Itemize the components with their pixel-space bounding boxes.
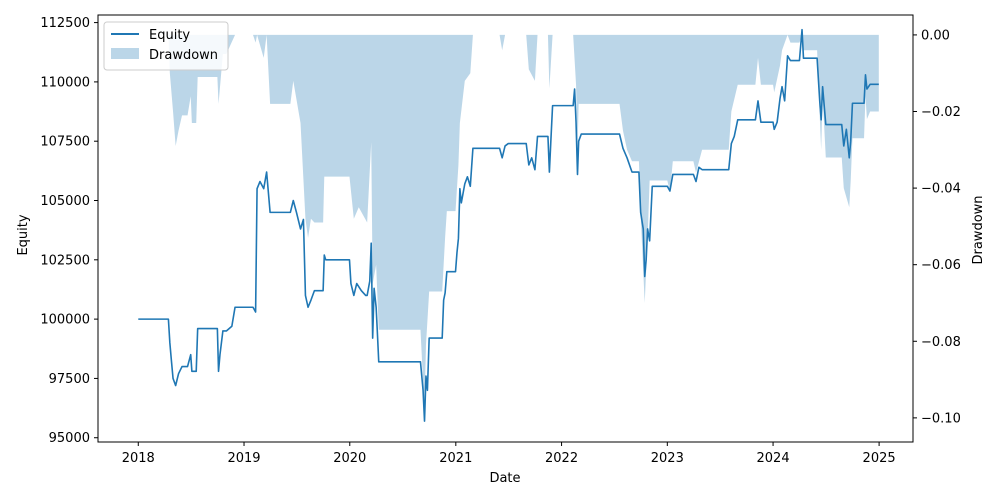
equity-line-series — [138, 28, 879, 422]
right-y-tick-label: −0.02 — [921, 105, 961, 120]
legend: Equity Drawdown — [103, 21, 229, 71]
left-y-tick-label: 112500 — [40, 16, 90, 31]
x-tick-label: 2022 — [545, 451, 578, 466]
x-tick-label: 2025 — [863, 451, 896, 466]
right-y-tick-label: −0.04 — [921, 182, 961, 197]
left-y-tick-label: 110000 — [40, 75, 90, 90]
left-y-tick-label: 102500 — [40, 253, 90, 268]
left-y-tick-label: 97500 — [49, 372, 90, 387]
left-y-tick-label: 107500 — [40, 135, 90, 150]
plot-frame — [97, 14, 914, 443]
x-tick-label: 2019 — [227, 451, 260, 466]
x-tick-label: 2021 — [439, 451, 472, 466]
right-y-tick-label: −0.06 — [921, 258, 961, 273]
right-y-axis-label: Drawdown — [971, 195, 986, 264]
right-y-tick-label: −0.10 — [921, 411, 961, 426]
right-y-tick-label: 0.00 — [921, 28, 950, 43]
x-axis: 2018 2019 2020 2021 2022 2023 2024 2025 — [122, 442, 896, 466]
legend-equity-label: Equity — [149, 28, 190, 43]
left-y-tick-label: 100000 — [40, 313, 90, 328]
plot-area — [97, 14, 914, 443]
right-y-axis: 0.00 −0.02 −0.04 −0.06 −0.08 −0.10 — [913, 28, 961, 426]
legend-drawdown-label: Drawdown — [149, 48, 218, 63]
left-y-tick-label: 105000 — [40, 194, 90, 209]
legend-drawdown-swatch — [111, 48, 139, 59]
x-tick-label: 2018 — [122, 451, 155, 466]
left-y-axis-label: Equity — [16, 214, 31, 255]
drawdown-area-series — [138, 34, 879, 411]
left-y-axis: 95000 97500 100000 102500 105000 107500 110000… — [40, 16, 98, 446]
right-y-tick-label: −0.08 — [921, 335, 961, 350]
x-tick-label: 2020 — [333, 451, 366, 466]
x-tick-label: 2024 — [757, 451, 790, 466]
left-y-tick-label: 95000 — [49, 431, 90, 446]
x-axis-label: Date — [489, 471, 520, 486]
x-tick-label: 2023 — [651, 451, 684, 466]
